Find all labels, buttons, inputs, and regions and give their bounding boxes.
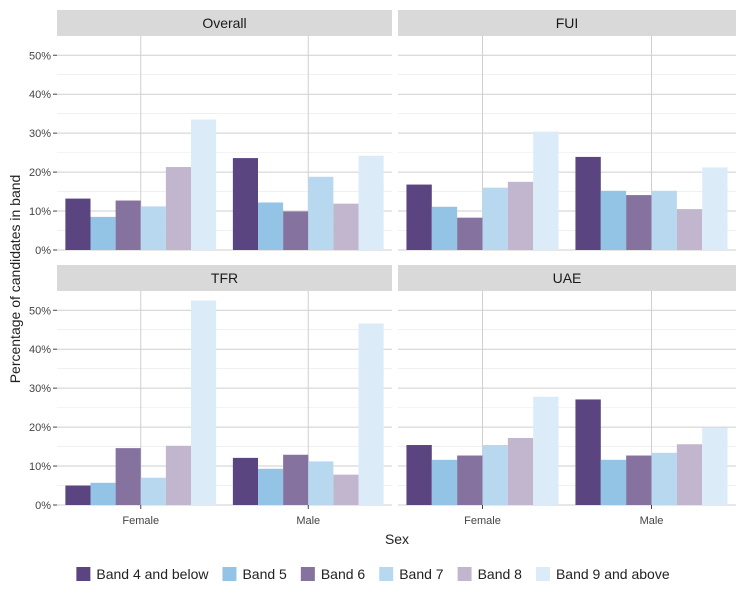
- bar: [507, 181, 534, 250]
- bar: [165, 167, 191, 250]
- bar: [258, 468, 284, 505]
- bar: [90, 216, 116, 250]
- bar: [676, 209, 703, 250]
- bar: [283, 454, 309, 505]
- legend-label: Band 8: [478, 566, 523, 582]
- y-tick-label: 20%: [29, 422, 51, 434]
- legend-label: Band 4 and below: [96, 566, 209, 582]
- legend-swatch: [300, 567, 315, 581]
- y-tick-label: 0%: [35, 500, 51, 512]
- y-axis-title: Percentage of candidates in band: [7, 175, 23, 384]
- bar: [406, 184, 432, 250]
- y-tick-label: 10%: [29, 461, 51, 473]
- bar: [431, 206, 458, 250]
- legend-label: Band 9 and above: [556, 566, 670, 582]
- bar: [676, 444, 703, 505]
- legend-swatch: [76, 567, 91, 581]
- panel-title: Overall: [202, 15, 246, 31]
- bar: [90, 482, 116, 505]
- bar: [533, 131, 559, 250]
- bar: [115, 200, 141, 250]
- panel-uae: UAE Female Male: [398, 265, 736, 527]
- legend-swatch: [379, 567, 394, 581]
- bar: [333, 474, 359, 505]
- bar: [626, 455, 652, 505]
- legend-swatch: [222, 567, 237, 581]
- y-tick-label: 50%: [29, 50, 51, 62]
- y-tick-label: 0%: [35, 245, 51, 257]
- bar: [600, 190, 627, 250]
- legend: Band 4 and below Band 5 Band 6 Band 7 Band 8…: [76, 566, 670, 582]
- bar: [115, 448, 141, 505]
- legend-swatch: [535, 567, 550, 581]
- bar: [140, 477, 166, 505]
- y-tick-label: 30%: [29, 383, 51, 395]
- bar: [333, 203, 359, 250]
- panel-strip: [57, 265, 392, 291]
- bar: [191, 119, 217, 250]
- y-tick-label: 40%: [29, 89, 51, 101]
- bar: [600, 459, 627, 505]
- x-axis-title: Sex: [385, 531, 409, 547]
- panel-strip: [57, 10, 392, 36]
- bar: [140, 206, 166, 250]
- x-tick-label: Female: [122, 515, 159, 527]
- x-tick-label: Male: [640, 515, 664, 527]
- bar: [507, 438, 534, 505]
- panel-title: UAE: [553, 270, 582, 286]
- bar: [457, 217, 483, 250]
- bar: [358, 323, 384, 505]
- bar: [431, 459, 458, 505]
- bar: [258, 202, 284, 250]
- bar: [651, 190, 677, 250]
- bar: [575, 156, 601, 250]
- panel-title: TFR: [211, 270, 238, 286]
- bar: [482, 187, 508, 250]
- bar: [65, 485, 91, 505]
- x-tick-label: Male: [296, 515, 320, 527]
- bar: [283, 211, 309, 250]
- bar: [358, 155, 384, 250]
- bar: [406, 445, 432, 505]
- panel-strip: [398, 265, 736, 291]
- bar: [651, 452, 677, 505]
- y-tick-label: 10%: [29, 206, 51, 218]
- bar: [308, 461, 334, 505]
- panel-tfr: TFR 0% 10% 20% 30% 40% 50% Female Male: [29, 265, 392, 527]
- y-tick-label: 30%: [29, 128, 51, 140]
- bar: [482, 445, 508, 505]
- bar: [65, 198, 91, 250]
- y-tick-label: 40%: [29, 344, 51, 356]
- panel-overall: Overall 0% 10% 20% 30% 40% 50%: [29, 10, 392, 257]
- bar: [702, 167, 728, 250]
- bar: [232, 158, 258, 250]
- bar: [232, 457, 258, 505]
- bar: [626, 195, 652, 250]
- bar: [702, 427, 728, 505]
- bar: [533, 396, 559, 505]
- panel-fui: FUI: [398, 10, 736, 251]
- legend-label: Band 5: [242, 566, 287, 582]
- legend-swatch: [457, 567, 472, 581]
- legend-label: Band 6: [321, 566, 366, 582]
- x-tick-label: Female: [464, 515, 501, 527]
- y-tick-label: 50%: [29, 305, 51, 317]
- bar: [165, 445, 191, 505]
- bar: [191, 300, 217, 505]
- panel-strip: [398, 10, 736, 36]
- bar: [457, 455, 483, 505]
- bar: [308, 176, 334, 250]
- y-tick-label: 20%: [29, 167, 51, 179]
- bar: [575, 399, 601, 505]
- panel-background: [57, 291, 392, 505]
- legend-label: Band 7: [399, 566, 444, 582]
- panel-title: FUI: [556, 15, 579, 31]
